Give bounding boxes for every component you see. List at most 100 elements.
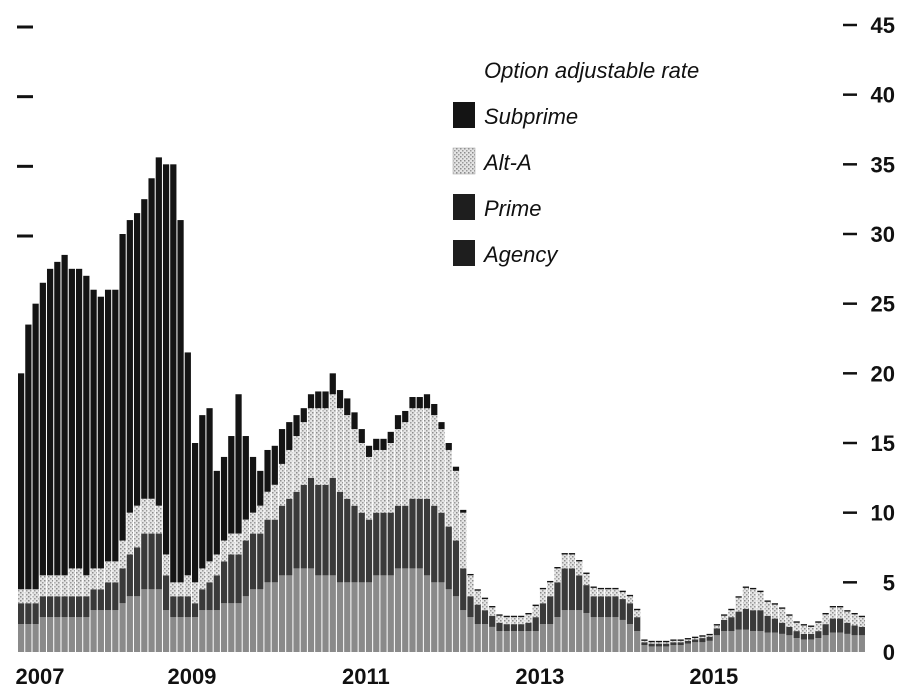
bar-agency-116	[858, 635, 865, 652]
bar-subprime-35	[271, 445, 278, 485]
bar-prime-20	[162, 575, 170, 611]
bar-alt-a-62	[467, 575, 474, 597]
bar-alt-a-8	[75, 568, 83, 597]
bar-subprime-33	[257, 470, 264, 506]
bar-agency-12	[104, 610, 112, 652]
bar-prime-3	[39, 596, 46, 618]
bar-subprime-55	[416, 397, 423, 409]
bar-agency-81	[605, 617, 612, 652]
bar-alt-a-96	[713, 625, 721, 629]
right-tick-label-40: 40	[871, 83, 895, 108]
bar-alt-a-1	[25, 589, 32, 604]
bar-prime-5	[54, 596, 61, 618]
right-tick-label-25: 25	[871, 292, 895, 317]
bar-alt-a-63	[474, 590, 481, 605]
bar-alt-a-79	[590, 587, 597, 597]
bar-prime-106	[786, 626, 793, 636]
bar-agency-58	[438, 582, 445, 652]
bar-agency-28	[220, 603, 228, 652]
x-tick-label-2007: 2007	[16, 664, 65, 689]
bar-alt-a-44	[336, 408, 344, 492]
bar-alt-a-66	[496, 615, 503, 623]
bar-subprime-46	[351, 412, 358, 430]
bar-prime-52	[394, 505, 402, 569]
bar-alt-a-60	[452, 470, 460, 541]
bar-alt-a-83	[619, 592, 626, 600]
bar-prime-55	[416, 498, 423, 569]
bar-agency-69	[518, 631, 525, 652]
bar-agency-71	[532, 631, 539, 652]
bar-agency-48	[365, 582, 373, 652]
bar-alt-a-13	[112, 561, 119, 583]
bar-alt-a-107	[793, 622, 800, 632]
bar-subprime-91	[677, 639, 684, 641]
bar-alt-a-29	[228, 533, 235, 555]
bar-alt-a-41	[315, 408, 322, 485]
bar-subprime-27	[213, 470, 220, 555]
bar-subprime-99	[735, 596, 742, 598]
bar-alt-a-47	[358, 443, 365, 513]
bar-agency-70	[525, 631, 532, 652]
bar-prime-101	[750, 610, 757, 632]
bar-agency-77	[576, 610, 583, 652]
bar-alt-a-56	[423, 408, 431, 499]
bar-prime-78	[583, 585, 590, 613]
bar-subprime-13	[112, 289, 119, 562]
bar-subprime-108	[800, 624, 807, 626]
bar-subprime-5	[54, 261, 61, 576]
bar-agency-17	[141, 589, 148, 652]
bar-agency-31	[242, 596, 249, 652]
bar-agency-92	[684, 643, 692, 652]
bar-prime-46	[351, 505, 358, 583]
bar-agency-45	[344, 582, 351, 652]
bar-prime-86	[641, 642, 648, 646]
bar-prime-68	[510, 624, 518, 632]
bar-subprime-32	[249, 456, 257, 513]
bar-subprime-15	[126, 220, 133, 513]
bar-agency-39	[300, 568, 307, 652]
bar-agency-104	[771, 632, 779, 652]
bar-subprime-70	[525, 612, 532, 615]
bar-subprime-30	[235, 394, 242, 534]
bar-subprime-19	[155, 157, 162, 506]
bar-alt-a-10	[90, 568, 97, 590]
bar-agency-100	[742, 629, 750, 652]
bar-subprime-68	[510, 615, 518, 618]
bar-subprime-95	[706, 633, 713, 636]
bar-prime-73	[547, 596, 554, 625]
bar-agency-4	[46, 617, 54, 652]
bar-alt-a-50	[380, 449, 387, 513]
bar-agency-56	[423, 575, 431, 652]
bar-agency-22	[177, 617, 184, 652]
bar-subprime-83	[619, 590, 626, 593]
bar-subprime-28	[220, 456, 228, 541]
bar-alt-a-104	[771, 604, 779, 619]
bar-subprime-59	[445, 443, 452, 450]
bar-alt-a-89	[663, 642, 670, 644]
bar-prime-49	[373, 512, 380, 576]
bar-agency-84	[626, 624, 634, 652]
bar-prime-63	[474, 604, 481, 625]
bar-prime-69	[518, 624, 525, 632]
bar-alt-a-2	[32, 589, 39, 604]
bar-prime-23	[184, 596, 191, 618]
bar-prime-85	[634, 617, 641, 632]
bar-alt-a-116	[858, 617, 865, 627]
bar-alt-a-33	[257, 505, 264, 534]
bar-prime-97	[721, 619, 728, 632]
bar-prime-21	[170, 596, 177, 618]
bar-prime-59	[445, 526, 452, 590]
bar-subprime-57	[431, 403, 438, 416]
bar-agency-94	[699, 642, 706, 652]
bar-alt-a-90	[670, 640, 677, 643]
bar-alt-a-20	[162, 554, 170, 576]
bar-prime-27	[213, 575, 220, 611]
bar-prime-12	[104, 582, 112, 611]
bar-alt-a-3	[39, 575, 46, 597]
bar-subprime-10	[90, 289, 97, 569]
bar-alt-a-58	[438, 429, 445, 513]
bar-prime-51	[387, 512, 394, 576]
bar-agency-111	[822, 635, 829, 652]
bar-subprime-42	[322, 391, 329, 409]
bar-agency-60	[452, 596, 460, 652]
